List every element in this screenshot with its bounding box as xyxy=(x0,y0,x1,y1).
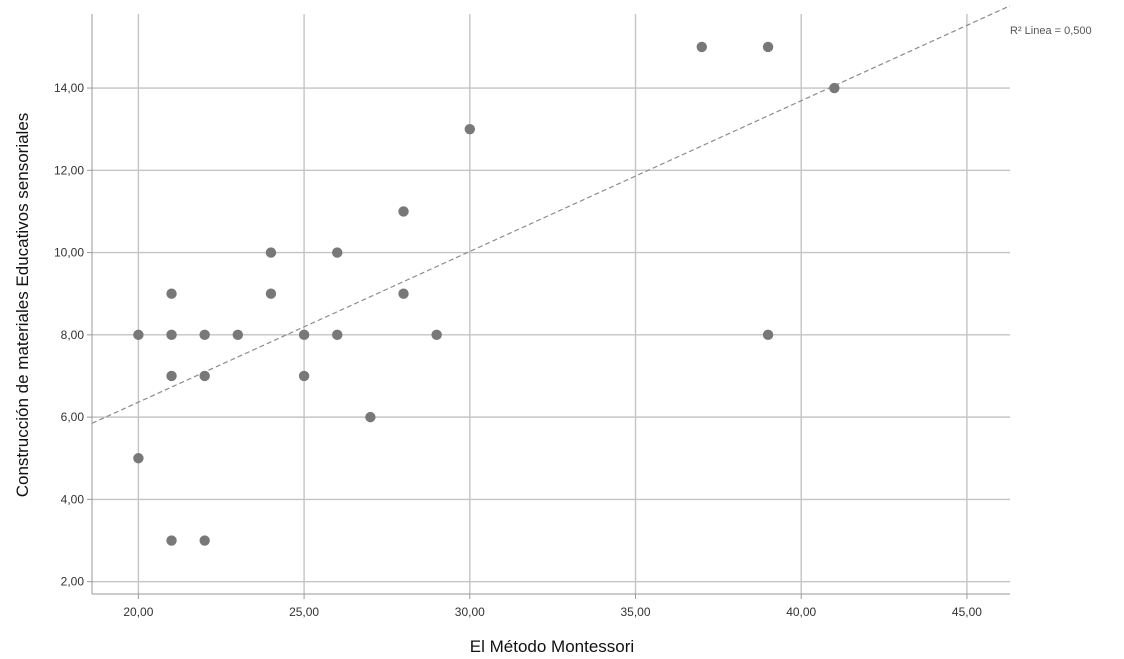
data-point xyxy=(199,535,210,546)
data-point xyxy=(829,82,840,94)
fit-line-layer xyxy=(91,5,1011,424)
data-point xyxy=(365,411,376,423)
data-point xyxy=(166,370,177,382)
axes-layer xyxy=(87,14,1010,599)
data-point xyxy=(298,370,310,382)
x-tick-label: 45,00 xyxy=(952,605,982,619)
data-point xyxy=(199,329,210,341)
fit-line xyxy=(91,5,1011,424)
y-axis-title: Construcción de materiales Educativos se… xyxy=(13,113,32,498)
y-tick-label: 14,00 xyxy=(54,81,84,95)
tick-labels-layer: 20,00 25,00 30,00 35,00 40,00 45,00 2,00 4,00 6,… xyxy=(54,81,982,619)
data-point xyxy=(265,247,277,258)
data-point xyxy=(133,453,144,464)
grid-layer xyxy=(92,14,1010,594)
data-point xyxy=(464,123,476,135)
data-point xyxy=(166,288,177,299)
data-point xyxy=(696,41,707,53)
x-axis-title: El Método Montessori xyxy=(470,637,634,656)
y-tick-label: 8,00 xyxy=(61,328,85,342)
data-point xyxy=(199,370,210,382)
data-point xyxy=(166,535,177,546)
y-tick-label: 4,00 xyxy=(61,492,85,506)
data-point xyxy=(298,329,310,341)
x-tick-label: 40,00 xyxy=(786,605,816,619)
y-tick-label: 2,00 xyxy=(61,575,85,589)
data-point xyxy=(166,329,177,341)
data-point xyxy=(265,288,277,299)
x-tick-label: 30,00 xyxy=(455,605,485,619)
x-tick-label: 20,00 xyxy=(123,605,153,619)
data-point xyxy=(762,329,774,341)
data-point xyxy=(232,329,244,341)
data-point xyxy=(133,329,144,341)
data-point xyxy=(431,329,442,341)
data-point xyxy=(332,329,343,341)
data-point xyxy=(762,41,774,53)
data-point xyxy=(398,288,409,299)
x-tick-label: 35,00 xyxy=(620,605,650,619)
fit-line-label: R² Linea = 0,500 xyxy=(1010,25,1092,37)
points-layer xyxy=(133,41,840,546)
y-tick-label: 10,00 xyxy=(54,246,84,260)
data-point xyxy=(332,247,343,258)
y-tick-label: 6,00 xyxy=(61,410,85,424)
data-point xyxy=(398,206,409,217)
y-tick-label: 12,00 xyxy=(54,163,84,177)
x-tick-label: 25,00 xyxy=(289,605,319,619)
